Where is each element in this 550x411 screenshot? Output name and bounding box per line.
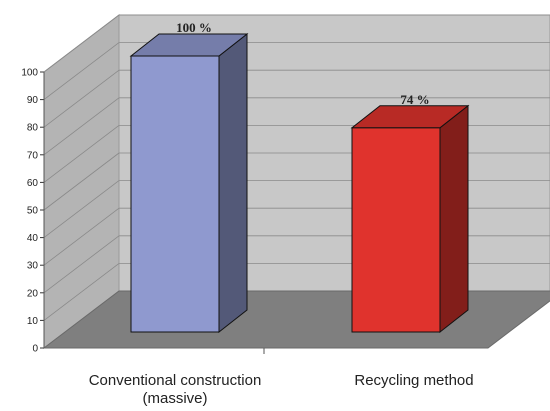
gridline-side [43, 42, 120, 100]
gridline-side [43, 69, 120, 128]
bar-top [129, 33, 249, 57]
bar-top [350, 105, 470, 129]
category-label: Recycling method [354, 372, 473, 389]
y-tick-label: 0 [32, 344, 38, 355]
bar-2 [350, 104, 470, 334]
category-label-line: (massive) [142, 390, 207, 407]
category-labels: Conventional construction (massive) Recycl… [89, 372, 474, 407]
y-tick-label: 20 [27, 288, 39, 299]
y-tick-label: 10 [27, 316, 39, 327]
y-tick-label: 70 [27, 150, 39, 161]
y-tick-label: 40 [27, 233, 39, 244]
bar-front [130, 55, 220, 333]
bar-side [218, 32, 248, 334]
gridline-side [43, 180, 120, 238]
data-label: 74 % [400, 92, 429, 107]
bar-side [439, 104, 469, 334]
gridline-side [43, 152, 120, 211]
category-label: Conventional construction (massive) [89, 372, 262, 407]
y-axis: 0 10 20 30 40 50 60 70 80 90 100 [21, 68, 265, 355]
category-label-line: Recycling method [354, 372, 473, 389]
bar-1 [129, 32, 249, 334]
gridline-side [43, 14, 120, 73]
gridline-side [43, 207, 120, 266]
y-tick-label: 80 [27, 123, 39, 134]
floor [42, 290, 550, 349]
y-tick-label: 100 [21, 68, 38, 79]
gridline-side [43, 235, 120, 294]
y-tick-label: 60 [27, 178, 39, 189]
bars: 100 % 74 % [129, 20, 470, 334]
chart-walls [42, 13, 550, 350]
gridline-side [43, 97, 120, 156]
gridline-side [43, 125, 120, 183]
category-label-line: Conventional construction [89, 372, 262, 389]
data-label: 100 % [176, 20, 212, 35]
bar-front [351, 127, 441, 333]
gridline-side [43, 263, 120, 321]
y-tick-label: 50 [27, 206, 39, 217]
y-tick-label: 90 [27, 95, 39, 106]
y-tick-label: 30 [27, 261, 39, 272]
